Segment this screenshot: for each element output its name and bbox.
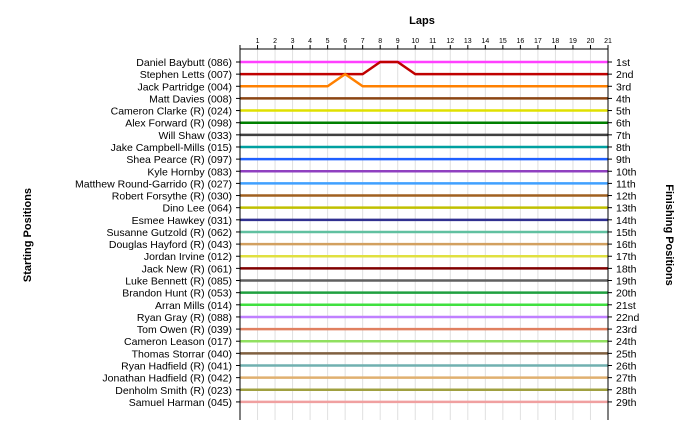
starting-position-label: Daniel Baybutt (086) xyxy=(136,57,232,69)
starting-position-label: Jake Campbell-Mills (015) xyxy=(111,142,232,154)
y-axis-left-title: Starting Positions xyxy=(22,188,34,282)
finishing-position-label: 29th xyxy=(616,397,637,409)
finishing-position-label: 18th xyxy=(616,263,637,275)
finishing-position-label: 11th xyxy=(616,178,636,190)
finishing-position-label: 15th xyxy=(616,227,637,239)
starting-position-label: Denholm Smith (R) (023) xyxy=(115,385,232,397)
series-line xyxy=(240,60,608,76)
finishing-position-label: 25th xyxy=(616,348,637,360)
starting-position-label: Kyle Hornby (083) xyxy=(147,166,232,178)
starting-position-label: Susanne Gutzold (R) (062) xyxy=(107,227,232,239)
lap-tick-label: 17 xyxy=(534,38,542,45)
starting-position-label: Esmee Hawkey (031) xyxy=(132,215,232,227)
lap-tick-label: 2 xyxy=(273,38,277,45)
finishing-position-label: 3rd xyxy=(616,81,631,93)
starting-position-label: Samuel Harman (045) xyxy=(129,397,232,409)
starting-position-label: Douglas Hayford (R) (043) xyxy=(109,239,232,251)
starting-labels: Daniel Baybutt (086)Stephen Letts (007)J… xyxy=(75,57,232,409)
lap-tick-label: 4 xyxy=(308,38,312,45)
starting-position-label: Ryan Gray (R) (088) xyxy=(137,312,232,324)
lap-tick-label: 1 xyxy=(256,38,260,45)
lap-tick-label: 13 xyxy=(464,38,472,45)
lap-tick-label: 12 xyxy=(446,38,454,45)
lap-tick-label: 10 xyxy=(411,38,419,45)
finishing-position-label: 16th xyxy=(616,239,637,251)
lap-tick-label: 19 xyxy=(569,38,577,45)
finishing-position-label: 10th xyxy=(616,166,637,178)
lap-tick-label: 20 xyxy=(587,38,595,45)
starting-position-label: Luke Bennett (R) (085) xyxy=(125,276,232,288)
finishing-position-label: 8th xyxy=(616,142,631,154)
starting-position-label: Dino Lee (064) xyxy=(163,203,232,215)
starting-position-label: Jack Partridge (004) xyxy=(137,81,232,93)
chart-title: Laps xyxy=(409,15,435,27)
starting-position-label: Cameron Clarke (R) (024) xyxy=(111,106,232,118)
starting-position-label: Arran Mills (014) xyxy=(155,300,232,312)
starting-position-label: Shea Pearce (R) (097) xyxy=(126,154,232,166)
starting-position-label: Jonathan Hadfield (R) (042) xyxy=(102,373,232,385)
finishing-position-label: 23rd xyxy=(616,324,637,336)
finishing-labels: 1st2nd3rd4th5th6th7th8th9th10th11th12th1… xyxy=(616,57,640,409)
finishing-position-label: 9th xyxy=(616,154,631,166)
lap-tick-label: 11 xyxy=(429,38,436,45)
starting-position-label: Ryan Hadfield (R) (041) xyxy=(121,361,232,373)
finishing-position-label: 6th xyxy=(616,118,631,130)
finishing-position-label: 1st xyxy=(616,57,630,69)
finishing-position-label: 20th xyxy=(616,288,637,300)
lap-tick-label: 8 xyxy=(378,38,382,45)
finishing-position-label: 4th xyxy=(616,93,631,105)
lap-tick-label: 18 xyxy=(552,38,560,45)
starting-position-label: Thomas Storrar (040) xyxy=(132,348,232,360)
axes xyxy=(236,45,612,420)
lap-tick-label: 3 xyxy=(291,38,295,45)
starting-position-label: Robert Forsythe (R) (030) xyxy=(112,191,232,203)
lap-tick-label: 5 xyxy=(326,38,330,45)
lap-tick-label: 7 xyxy=(361,38,365,45)
finishing-position-label: 27th xyxy=(616,373,637,385)
finishing-position-label: 14th xyxy=(616,215,637,227)
lap-tick-labels: 1 2 3 4 5 6 7 8 9 10 11 12 13 14 15 16 17 18 19 20 21 xyxy=(256,38,612,45)
starting-position-label: Matt Davies (008) xyxy=(149,93,232,105)
lap-tick-label: 15 xyxy=(499,38,507,45)
finishing-position-label: 13th xyxy=(616,203,637,215)
series-lines xyxy=(240,60,608,404)
starting-position-label: Brandon Hunt (R) (053) xyxy=(122,288,232,300)
starting-position-label: Tom Owen (R) (039) xyxy=(137,324,232,336)
finishing-position-label: 26th xyxy=(616,361,637,373)
finishing-position-label: 17th xyxy=(616,251,637,263)
lap-tick-label: 14 xyxy=(481,38,489,45)
lap-tick-label: 16 xyxy=(516,38,524,45)
finishing-position-label: 2nd xyxy=(616,69,634,81)
starting-position-label: Cameron Leason (017) xyxy=(124,336,232,348)
lap-tick-label: 6 xyxy=(343,38,347,45)
finishing-position-label: 19th xyxy=(616,276,637,288)
y-axis-right-title: Finishing Positions xyxy=(663,184,675,285)
starting-position-label: Jordan Irvine (012) xyxy=(144,251,232,263)
starting-position-label: Will Shaw (033) xyxy=(158,130,232,142)
lap-tick-label: 21 xyxy=(604,38,612,45)
finishing-position-label: 28th xyxy=(616,385,637,397)
lap-tick-label: 9 xyxy=(396,38,400,45)
starting-position-label: Matthew Round-Garrido (R) (027) xyxy=(75,178,232,190)
finishing-position-label: 5th xyxy=(616,106,631,118)
finishing-position-label: 12th xyxy=(616,191,637,203)
finishing-position-label: 21st xyxy=(616,300,636,312)
series-line xyxy=(240,72,608,88)
starting-position-label: Alex Forward (R) (098) xyxy=(125,118,232,130)
finishing-position-label: 24th xyxy=(616,336,637,348)
finishing-position-label: 7th xyxy=(616,130,631,142)
starting-position-label: Jack New (R) (061) xyxy=(142,263,232,275)
finishing-position-label: 22nd xyxy=(616,312,640,324)
starting-position-label: Stephen Letts (007) xyxy=(140,69,232,81)
